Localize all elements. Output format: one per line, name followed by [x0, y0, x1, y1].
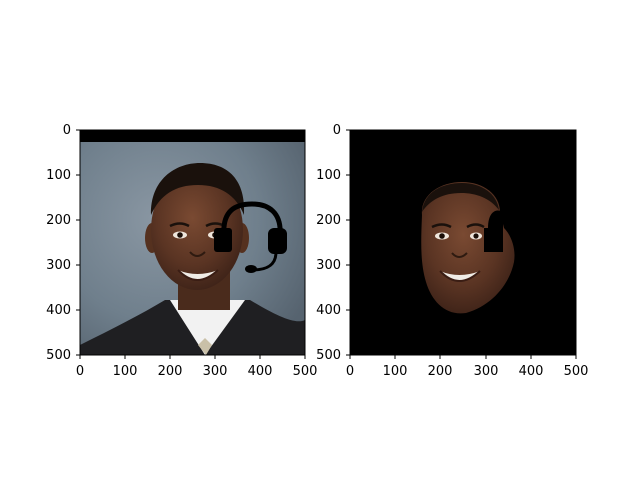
left-y-tick-label: 0: [63, 123, 71, 138]
left-x-tick-label: 300: [203, 364, 228, 379]
left-y-tick-label: 300: [46, 258, 71, 273]
left-image-panel: 0 100 200 300 400 500 0 100 200 300 400 …: [46, 123, 317, 379]
right-y-tick-label: 200: [316, 213, 341, 228]
left-y-tick-label: 100: [46, 168, 71, 183]
left-y-tick-label: 400: [46, 303, 71, 318]
left-axes-frame: [79, 129, 306, 356]
right-x-tick-labels: 0 100 200 300 400 500: [346, 364, 589, 379]
right-x-tick-label: 500: [564, 364, 589, 379]
left-x-tick-label: 200: [158, 364, 183, 379]
right-y-tick-label: 100: [316, 168, 341, 183]
left-tick-marks: [76, 129, 306, 359]
right-x-tick-label: 300: [474, 364, 499, 379]
right-image-panel: 0 100 200 300 400 500 0 100 200 300 400 …: [316, 123, 588, 379]
left-x-tick-label: 0: [76, 364, 84, 379]
right-x-tick-label: 200: [428, 364, 453, 379]
right-tick-marks: [346, 129, 577, 359]
portrait-image: [80, 130, 305, 355]
right-y-tick-label: 400: [316, 303, 341, 318]
left-y-tick-label: 500: [46, 348, 71, 363]
right-y-tick-label: 0: [333, 123, 341, 138]
right-y-tick-label: 300: [316, 258, 341, 273]
left-x-tick-labels: 0 100 200 300 400 500: [76, 364, 318, 379]
left-x-tick-label: 100: [113, 364, 138, 379]
right-x-tick-label: 400: [519, 364, 544, 379]
right-x-tick-label: 100: [383, 364, 408, 379]
left-x-tick-label: 400: [248, 364, 273, 379]
right-x-tick-label: 0: [346, 364, 354, 379]
right-y-tick-labels: 0 100 200 300 400 500: [316, 123, 341, 363]
headset-icon: [214, 201, 287, 273]
segmented-face-image: [350, 130, 576, 355]
right-axes-frame: [349, 129, 577, 356]
right-y-tick-label: 500: [316, 348, 341, 363]
left-x-tick-label: 500: [293, 364, 318, 379]
left-y-tick-labels: 0 100 200 300 400 500: [46, 123, 71, 363]
left-y-tick-label: 200: [46, 213, 71, 228]
